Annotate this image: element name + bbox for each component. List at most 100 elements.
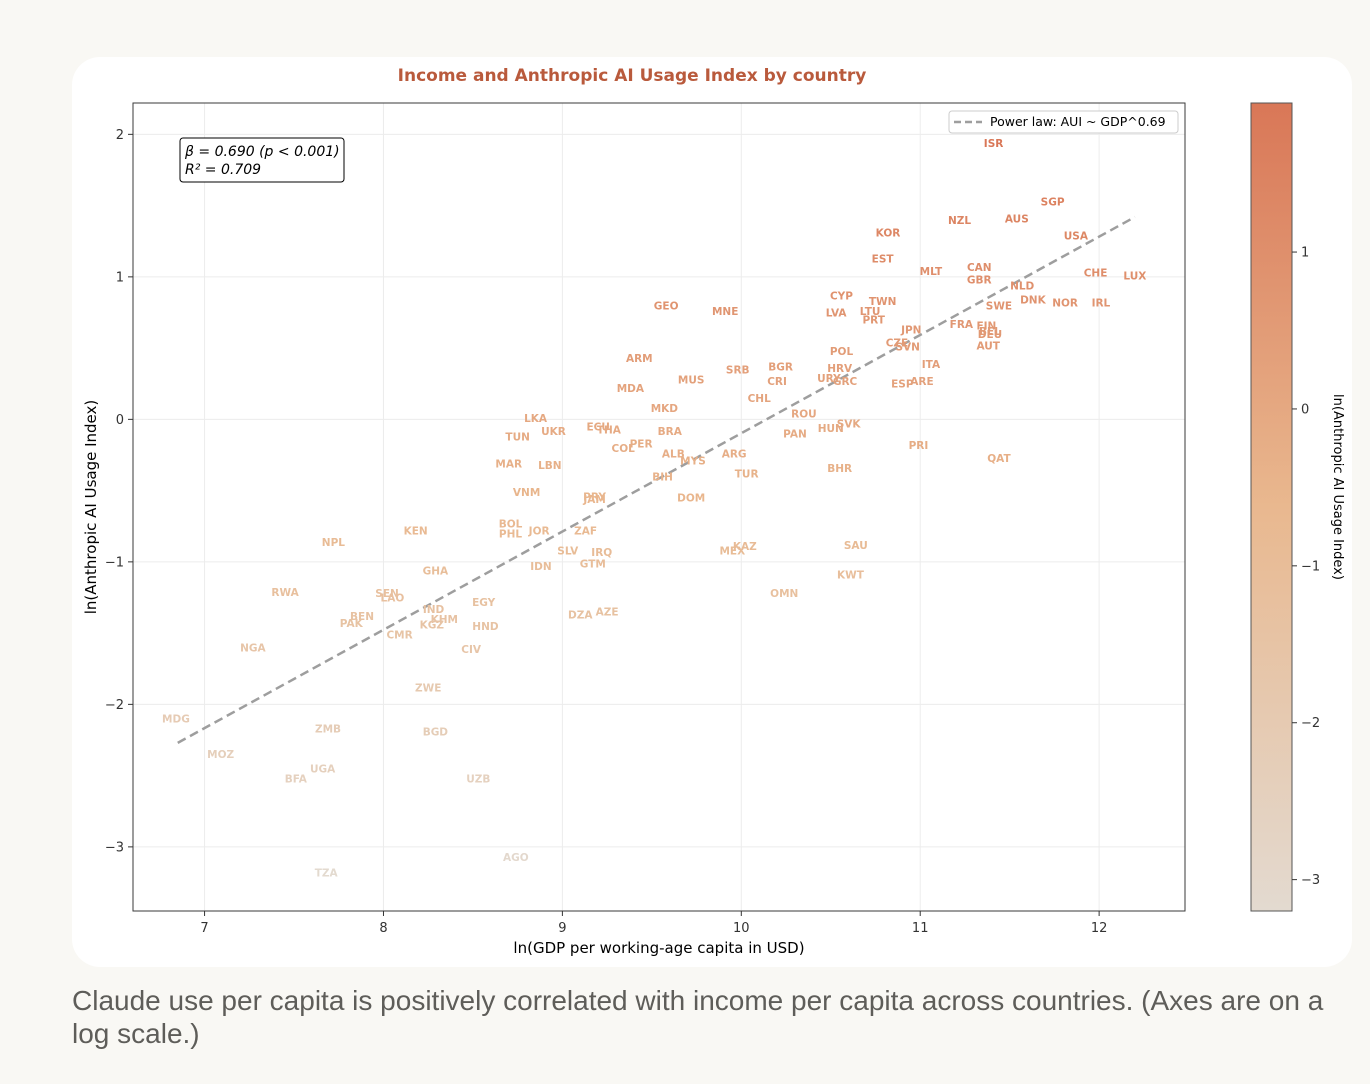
colorbar-ticks: −3 −2 −1 0 1 — [1292, 246, 1320, 888]
y-tick-label: −3 — [105, 840, 124, 855]
country-label-aus: AUS — [1005, 213, 1029, 225]
plot-frame — [132, 102, 1186, 912]
country-label-nzl: NZL — [948, 215, 971, 227]
country-label-can: CAN — [967, 262, 992, 274]
country-label-grc: GRC — [833, 376, 858, 388]
country-label-tha: THA — [597, 424, 622, 436]
colorbar-label: ln(Anthropic AI Usage Index) — [1330, 394, 1345, 580]
country-label-khm: KHM — [431, 614, 458, 626]
country-label-bfa: BFA — [285, 773, 308, 785]
country-label-twn: TWN — [869, 296, 897, 308]
r-squared-text: R² = 0.709 — [185, 162, 261, 178]
country-label-mar: MAR — [495, 459, 522, 471]
figure-caption: Claude use per capita is positively corr… — [72, 985, 1324, 1049]
country-label-usa: USA — [1064, 231, 1089, 243]
country-label-irl: IRL — [1092, 298, 1111, 310]
legend-box — [948, 110, 1179, 134]
country-label-hnd: HND — [472, 621, 499, 633]
country-label-dnk: DNK — [1020, 295, 1047, 307]
country-label-tza: TZA — [315, 868, 339, 880]
country-label-phl: PHL — [499, 528, 522, 540]
country-label-bra: BRA — [658, 426, 683, 438]
country-label-sgp: SGP — [1041, 196, 1065, 208]
country-label-lka: LKA — [524, 413, 548, 425]
country-label-omn: OMN — [770, 588, 798, 600]
country-label-uzb: UZB — [466, 773, 490, 785]
country-label-dom: DOM — [677, 493, 705, 505]
country-label-mkd: MKD — [651, 403, 679, 415]
country-label-idn: IDN — [530, 561, 551, 573]
scatter-chart: Income and Anthropic AI Usage Index by c… — [82, 66, 1345, 957]
country-label-zaf: ZAF — [574, 526, 597, 538]
country-label-isr: ISR — [984, 138, 1004, 150]
country-label-nor: NOR — [1052, 298, 1078, 310]
country-label-che: CHE — [1084, 268, 1108, 280]
chart-card: Income and Anthropic AI Usage Index by c… — [72, 57, 1352, 967]
country-label-lao: LAO — [381, 592, 405, 604]
y-axis-label: ln(Anthropic AI Usage Index) — [82, 400, 100, 615]
legend: Power law: AUI ~ GDP^0.69 — [948, 110, 1179, 134]
y-tick-label: 0 — [116, 413, 124, 428]
country-label-mlt: MLT — [920, 266, 943, 278]
country-label-npl: NPL — [322, 537, 345, 549]
country-label-ken: KEN — [404, 526, 428, 538]
country-label-sau: SAU — [844, 540, 868, 552]
country-label-cze: CZE — [886, 337, 909, 349]
colorbar — [1250, 102, 1293, 912]
x-tick-label: 10 — [733, 921, 750, 936]
country-label-bhr: BHR — [827, 463, 852, 475]
country-label-ita: ITA — [922, 359, 941, 371]
chart-title: Income and Anthropic AI Usage Index by c… — [398, 66, 867, 86]
country-label-rou: ROU — [791, 409, 817, 421]
country-label-esp: ESP — [891, 379, 914, 391]
country-label-deu: DEU — [978, 329, 1002, 341]
country-label-rwa: RWA — [271, 587, 299, 599]
country-label-kwt: KWT — [837, 570, 865, 582]
country-label-ukr: UKR — [541, 426, 566, 438]
country-label-fin: FIN — [976, 320, 996, 332]
country-label-gtm: GTM — [580, 558, 606, 570]
x-tick-label: 8 — [379, 921, 387, 936]
country-label-fra: FRA — [950, 319, 974, 331]
country-label-egy: EGY — [472, 597, 496, 609]
country-label-col: COL — [612, 443, 636, 455]
country-label-pry: PRY — [583, 491, 606, 503]
country-label-kaz: KAZ — [733, 541, 757, 553]
colorbar-tick-label: −3 — [1301, 873, 1320, 888]
country-label-nld: NLD — [1010, 280, 1034, 292]
country-label-svn: SVN — [895, 342, 919, 354]
country-label-pak: PAK — [340, 618, 364, 630]
country-label-bel: BEL — [979, 326, 1001, 338]
country-label-mne: MNE — [712, 306, 738, 318]
country-label-dza: DZA — [568, 610, 593, 622]
y-tick-label: −1 — [105, 555, 124, 570]
country-label-pan: PAN — [783, 429, 807, 441]
country-label-moz: MOZ — [207, 749, 234, 761]
country-label-lbn: LBN — [538, 460, 561, 472]
country-label-hun: HUN — [818, 423, 844, 435]
country-label-mex: MEX — [719, 545, 745, 557]
trend-layer — [177, 215, 1136, 744]
country-label-vnm: VNM — [513, 487, 540, 499]
country-label-lux: LUX — [1123, 270, 1146, 282]
country-label-alb: ALB — [662, 449, 685, 461]
country-label-ltu: LTU — [860, 306, 881, 318]
country-label-est: EST — [872, 253, 895, 265]
y-tick-label: 2 — [116, 128, 124, 143]
country-label-nga: NGA — [240, 642, 266, 654]
country-label-tur: TUR — [735, 469, 759, 481]
country-label-mus: MUS — [678, 374, 705, 386]
country-label-bih: BIH — [652, 471, 673, 483]
country-label-kgz: KGZ — [420, 620, 445, 632]
country-label-qat: QAT — [987, 453, 1011, 465]
country-label-prt: PRT — [862, 315, 885, 327]
colorbar-tick-label: −1 — [1301, 559, 1320, 574]
country-label-ecu: ECU — [586, 421, 609, 433]
country-label-slv: SLV — [557, 545, 579, 557]
country-label-uga: UGA — [310, 763, 336, 775]
country-label-lva: LVA — [826, 307, 848, 319]
country-label-cri: CRI — [767, 376, 787, 388]
country-label-cmr: CMR — [386, 630, 412, 642]
country-label-cyp: CYP — [830, 290, 853, 302]
